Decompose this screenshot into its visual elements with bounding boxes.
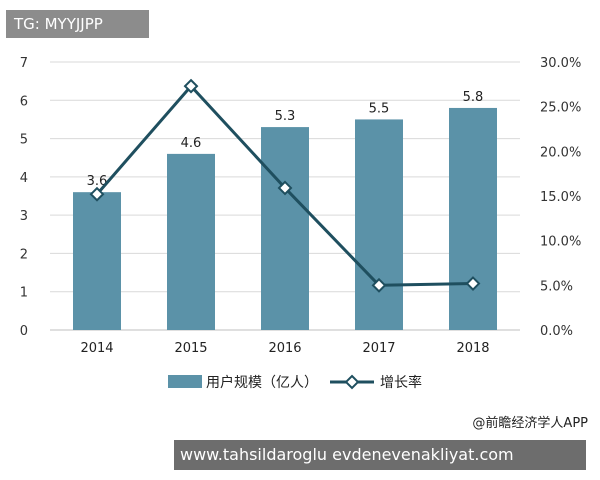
line-point-marker [183,78,199,94]
bar-value-label: 4.6 [181,136,202,151]
right-tick-label: 20.0% [540,145,581,160]
growth-line-series [89,78,481,293]
bar [73,192,121,330]
right-tick-label: 30.0% [540,56,581,71]
left-tick-label: 2 [20,247,28,262]
legend-line-label: 增长率 [380,374,422,391]
bar-value-label: 3.6 [87,174,108,189]
bar-series: 3.6 4.6 5.3 5.5 5.8 [73,90,497,330]
line-point-marker [277,180,293,196]
bar-value-label: 5.3 [275,109,296,124]
right-tick-label: 15.0% [540,190,581,205]
url-watermark: www.tahsildaroglu evdenevenakliyat.com [174,440,586,470]
left-tick-label: 5 [20,133,28,148]
line-point-marker [89,186,105,202]
left-tick-label: 1 [20,286,28,301]
left-axis: 0 1 2 3 4 5 6 7 [20,56,28,339]
bar [167,153,215,330]
bar-value-label: 5.8 [463,90,484,105]
left-tick-label: 0 [20,324,28,339]
x-axis: 2014 2015 2016 2017 2018 [80,341,489,356]
x-tick-label: 2018 [456,341,489,356]
left-tick-label: 3 [20,209,28,224]
bar-value-label: 5.5 [369,101,390,116]
left-tick-label: 7 [20,56,28,71]
x-tick-label: 2016 [268,341,301,356]
legend-bar-swatch [168,375,202,388]
legend-line-marker [344,374,360,390]
line-point-marker [371,277,387,293]
x-tick-label: 2017 [362,341,395,356]
right-tick-label: 5.0% [540,279,573,294]
x-tick-label: 2015 [174,341,207,356]
x-tick-label: 2014 [80,341,113,356]
right-tick-label: 10.0% [540,235,581,250]
right-tick-label: 0.0% [540,324,573,339]
watermark-tag: TG: MYYJJPP [6,10,149,38]
line-point-marker [465,276,481,291]
right-axis: 0.0% 5.0% 10.0% 15.0% 20.0% 25.0% 30.0% [540,56,581,339]
bar [261,127,309,330]
source-credit: @前瞻经济学人APP [472,416,588,431]
legend: 用户规模（亿人） 增长率 [168,374,422,391]
right-tick-label: 25.0% [540,101,581,116]
left-tick-label: 4 [20,171,28,186]
bar [355,119,403,330]
bar [449,107,497,330]
legend-bar-label: 用户规模（亿人） [206,374,318,391]
left-tick-label: 6 [20,94,28,109]
